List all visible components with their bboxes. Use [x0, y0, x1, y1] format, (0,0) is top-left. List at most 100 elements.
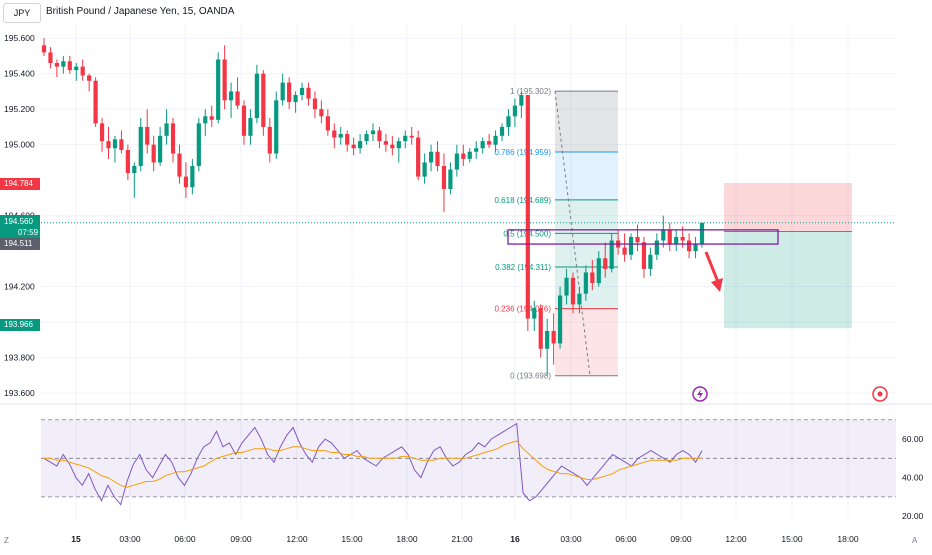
- candle-body: [383, 141, 388, 145]
- candle-body: [287, 82, 292, 103]
- fib-level-label: 0 (193.698): [510, 372, 551, 381]
- time-tick-label: 21:00: [451, 534, 473, 544]
- time-tick-label: 06:00: [615, 534, 637, 544]
- rsi-ma-line: [44, 440, 702, 488]
- candle-body: [87, 75, 92, 81]
- time-tick-label: 15:00: [341, 534, 363, 544]
- candle-body: [435, 151, 440, 166]
- candle-body: [112, 139, 118, 149]
- candle-body: [99, 123, 105, 142]
- candle-body: [583, 272, 588, 294]
- candle-body: [61, 61, 66, 67]
- candle-body: [306, 87, 311, 99]
- candle-body: [228, 91, 234, 101]
- time-tick-label: 12:00: [725, 534, 747, 544]
- candle-body: [235, 91, 240, 106]
- candle-body: [125, 150, 130, 174]
- candle-body: [654, 240, 659, 255]
- fib-level-label: 0.618 (194.689): [495, 196, 552, 205]
- candle-body: [338, 134, 343, 138]
- time-axis[interactable]: 15 03:00 06:00 09:00 12:00 15:00 18:00 21:00 16 0…: [71, 534, 859, 544]
- candle-body: [461, 153, 466, 159]
- candle-body: [409, 135, 414, 138]
- candle-body: [622, 247, 627, 255]
- candle-body: [474, 148, 479, 152]
- entry-price-tag: 194.511: [0, 238, 40, 250]
- fib-level-label: 0.236 (194.076): [495, 305, 552, 314]
- candle-body: [119, 139, 124, 150]
- fib-zone: [555, 151, 618, 200]
- candle-body: [674, 236, 679, 245]
- candlestick-series: [41, 38, 705, 376]
- time-tick-label: 16: [510, 534, 520, 544]
- time-tick-label: 03:00: [560, 534, 582, 544]
- drawing-zones: 1 (195.302) 0.786 (194.959) 0.618 (194.689…: [495, 87, 852, 381]
- down-arrow-head: [711, 278, 723, 292]
- candle-body: [499, 126, 505, 136]
- candle-body: [358, 141, 363, 149]
- time-tick-label: 18:00: [396, 534, 418, 544]
- candle-body: [525, 94, 530, 319]
- time-tick-label: 15:00: [781, 534, 803, 544]
- down-arrow: [704, 251, 720, 283]
- candle-body: [416, 137, 421, 177]
- candle-body: [635, 236, 640, 243]
- symbol-button[interactable]: JPY: [3, 3, 41, 23]
- time-tick-label: 15: [71, 534, 81, 544]
- candle-body: [377, 130, 382, 142]
- candle-body: [506, 116, 511, 127]
- candle-body: [661, 229, 666, 241]
- time-tick-label: 09:00: [670, 534, 692, 544]
- current-price-tag: 194.560 07:59: [0, 215, 40, 238]
- candle-body: [467, 151, 472, 159]
- candle-body: [158, 135, 163, 163]
- candle-body: [577, 293, 582, 305]
- corner-left-label[interactable]: Z: [4, 536, 9, 545]
- corner-right-label[interactable]: A: [912, 536, 918, 545]
- candle-body: [325, 116, 330, 131]
- candle-body: [480, 141, 485, 149]
- candle-body: [667, 229, 672, 245]
- candle-body: [151, 144, 156, 163]
- candle-body: [332, 130, 337, 138]
- candle-body: [390, 144, 395, 149]
- price-tick-label: 195.400: [4, 69, 35, 79]
- candle-body: [441, 165, 447, 190]
- rsi-tick-label: 20.00: [902, 511, 924, 521]
- candle-body: [609, 240, 614, 269]
- time-tick-label: 18:00: [837, 534, 859, 544]
- rsi-tick-label: 60.00: [902, 434, 924, 444]
- candle-body: [403, 135, 408, 142]
- rsi-tick-label: 40.00: [902, 473, 924, 483]
- candle-body: [145, 126, 150, 145]
- lightning-icon-bolt: [697, 389, 703, 399]
- candle-body: [545, 331, 550, 349]
- candle-body: [254, 73, 259, 119]
- candle-body: [241, 105, 247, 136]
- rsi-line: [43, 422, 703, 506]
- time-tick-label: 06:00: [174, 534, 196, 544]
- candle-body: [280, 82, 285, 101]
- candle-body: [364, 134, 369, 142]
- candle-body: [570, 277, 576, 305]
- time-tick-label: 03:00: [119, 534, 141, 544]
- fib-level-label: 0.382 (194.311): [495, 263, 551, 272]
- candle-body: [532, 307, 537, 319]
- candle-body: [216, 59, 221, 120]
- fib-level-label: 1 (195.302): [510, 87, 551, 96]
- take-profit-zone: [724, 231, 852, 329]
- price-tick-label: 195.600: [4, 33, 35, 43]
- fib-level-label: 0.786 (194.959): [495, 148, 552, 157]
- candle-body: [422, 162, 427, 177]
- candle-body: [351, 144, 356, 149]
- drawing-overlays: [41, 222, 896, 402]
- fib-zone: [555, 91, 618, 152]
- candle-body: [209, 116, 214, 120]
- candle-body: [370, 130, 376, 135]
- time-tick-label: 09:00: [230, 534, 252, 544]
- candle-body: [557, 295, 563, 344]
- candle-body: [67, 61, 72, 71]
- candle-body: [261, 73, 266, 127]
- candle-body: [345, 134, 350, 145]
